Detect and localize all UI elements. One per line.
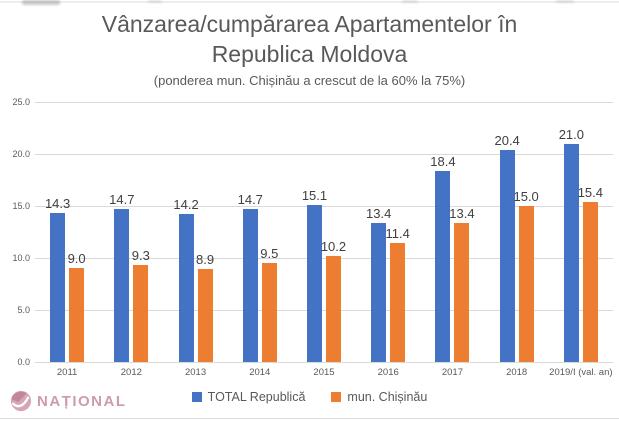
bar-value-label: 9.5: [260, 246, 279, 262]
bar-TOTAL Republică-2015: 15.1: [302, 188, 327, 362]
bar-value-label: 15.1: [301, 187, 328, 203]
x-tick-label: 2016: [377, 367, 399, 378]
bar-group-2016: 13.4 11.4: [356, 102, 420, 362]
bar-TOTAL Republică-2012: 14.7: [109, 192, 134, 362]
bar-value-label: 9.0: [67, 251, 86, 267]
y-tick-label: 20.0: [12, 149, 30, 159]
x-tick-label: 2015: [313, 367, 335, 378]
bar-mun. Chișinău-2015: 10.2: [321, 239, 346, 362]
bar-mun. Chișinău-2018: 15.0: [513, 189, 539, 362]
bar-group-2013: 14.2 8.9: [163, 102, 227, 362]
bar-TOTAL Republică-2014: 14.7: [238, 192, 263, 362]
bar-mun. Chișinău-2019/I (val. an): 15.4: [578, 185, 603, 362]
bar-group-2018: 20.4 15.0: [485, 102, 549, 362]
legend-swatch: [331, 392, 342, 402]
x-tick-label: 2013: [184, 367, 207, 378]
top-edge-artifact: [0, 1, 619, 3]
bar-TOTAL Republică-2017: 18.4: [430, 154, 456, 362]
bar-TOTAL Republică-2013: 14.2: [173, 197, 199, 362]
bar-mun. Chișinău-2017: 13.4: [449, 206, 475, 362]
legend-swatch: [191, 392, 202, 402]
bar-group-2014: 14.7 9.5: [228, 102, 292, 362]
bar-TOTAL Republică-2011: 14.3: [45, 196, 70, 362]
legend-label: mun. Chișinău: [347, 390, 428, 404]
x-axis: 2011 2012 2013 2014 2015 2016 2017 2018 2019/I (…: [35, 367, 613, 378]
cropped-text-artifact: [148, 0, 162, 3]
cropped-text-artifact: [556, 0, 574, 3]
gridline-10: [35, 258, 613, 259]
chart-title: Vânzarea/cumpărarea Apartamentelor în Re…: [101, 11, 518, 68]
x-tick-label: 2011: [56, 367, 78, 378]
x-tick-label: 2018: [506, 367, 528, 378]
bar-mun. Chișinău-2016: 11.4: [386, 226, 410, 362]
bottom-edge-line: [0, 418, 619, 419]
bar-value-label: 14.7: [109, 192, 135, 208]
gridline-15: [35, 206, 613, 207]
bar-value-label: 10.2: [320, 238, 347, 254]
plot-area: 14.3 9.0 14.7 9.3 14.2 8.9 14.7 9.5 15.1 10.2 13.4…: [35, 102, 613, 363]
bar-mun. Chișinău-2012: 9.3: [132, 248, 150, 362]
national-watermark: NAȚIONAL: [10, 390, 127, 412]
x-tick-label: 2017: [441, 367, 463, 378]
cropped-text-artifact: [22, 0, 60, 5]
y-tick-label: 10.0: [12, 253, 30, 263]
x-tick-label: 2012: [120, 367, 142, 378]
bar-group-2019/I (val. an): 21.0 15.4: [549, 102, 613, 362]
x-tick-label: 2019/I (val. an): [549, 367, 613, 378]
bar-value-label: 11.4: [385, 226, 410, 242]
x-tick-label: 2014: [249, 367, 271, 378]
chart-subtitle: (ponderea mun. Chișinău a crescut de la …: [153, 72, 466, 88]
gridline-25: [35, 102, 613, 103]
bar-TOTAL Republică-2018: 20.4: [494, 133, 520, 362]
bar-group-2015: 15.1 10.2: [292, 102, 356, 362]
national-logo-icon: [10, 390, 32, 412]
y-tick-label: 25.0: [12, 97, 30, 107]
bar-mun. Chișinău-2011: 9.0: [68, 251, 86, 362]
bar-value-label: 20.4: [494, 132, 520, 148]
legend-item-TOTAL Republică: TOTAL Republică: [191, 390, 306, 404]
bar-group-2011: 14.3 9.0: [35, 102, 99, 362]
bar-value-label: 13.4: [449, 205, 475, 221]
legend-item-mun. Chișinău: mun. Chișinău: [331, 390, 427, 404]
bar-value-label: 21.0: [558, 126, 585, 142]
y-tick-label: 15.0: [12, 201, 30, 211]
bar-value-label: 14.2: [173, 197, 199, 213]
gridline-0: [35, 362, 613, 363]
y-axis: 0.0 5.0 10.0 15.0 20.0 25.0: [0, 97, 30, 367]
bar-value-label: 18.4: [430, 153, 456, 169]
legend-label: TOTAL Republică: [207, 390, 306, 404]
cropped-text-artifact: [402, 0, 418, 3]
bar-group-2012: 14.7 9.3: [99, 102, 163, 362]
bar-value-label: 14.7: [237, 192, 263, 208]
bar-group-2017: 18.4 13.4: [420, 102, 484, 362]
y-tick-label: 0.0: [17, 357, 30, 367]
chart-header: Vânzarea/cumpărarea Apartamentelor în Re…: [0, 9, 619, 88]
bar-value-label: 8.9: [196, 252, 215, 268]
gridline-20: [35, 154, 613, 155]
bar-value-label: 15.0: [513, 189, 539, 204]
bar-TOTAL Republică-2019/I (val. an): 21.0: [559, 127, 584, 362]
bar-value-label: 13.4: [366, 205, 392, 221]
legend: TOTAL Republică mun. Chișinău: [0, 390, 619, 404]
bar-value-label: 9.3: [131, 248, 150, 264]
y-tick-label: 5.0: [17, 305, 30, 315]
bar-groups: 14.3 9.0 14.7 9.3 14.2 8.9 14.7 9.5 15.1 10.2 13.4…: [35, 102, 613, 362]
bar-mun. Chișinău-2014: 9.5: [260, 246, 278, 362]
bar-value-label: 14.3: [44, 196, 71, 212]
bar-mun. Chișinău-2013: 8.9: [196, 252, 214, 362]
national-watermark-text: NAȚIONAL: [37, 392, 127, 410]
bar-TOTAL Republică-2016: 13.4: [366, 206, 391, 362]
bar-value-label: 15.4: [577, 184, 604, 200]
gridline-5: [35, 310, 613, 311]
